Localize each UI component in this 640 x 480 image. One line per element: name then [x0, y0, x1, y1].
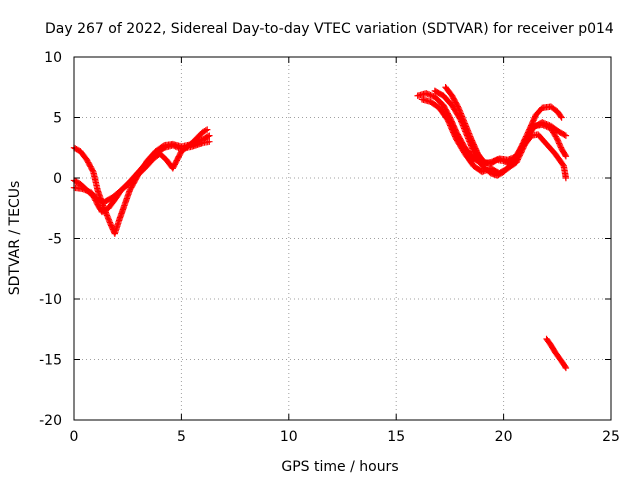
data-point [555, 138, 562, 146]
data-point [427, 91, 434, 99]
y-tick-label: 0 [53, 171, 62, 187]
y-tick-label: -10 [39, 292, 62, 308]
data-point [89, 167, 96, 174]
data-point [173, 143, 181, 151]
x-tick-label: 15 [387, 429, 405, 445]
data-point [108, 223, 115, 230]
data-point [558, 114, 565, 121]
y-tick-label: 10 [44, 50, 62, 66]
data-point [447, 123, 455, 131]
data-point [556, 141, 563, 149]
data-point [445, 118, 452, 125]
data-point [557, 142, 564, 150]
y-tick-labels: -20 -15 -10 -5 0 5 10 [39, 50, 62, 429]
x-tick-label: 10 [280, 429, 298, 445]
data-point [82, 186, 89, 194]
data-point [478, 168, 486, 176]
data-point [204, 133, 212, 140]
data-point [206, 132, 213, 139]
data-point [107, 222, 115, 229]
x-tick-label: 20 [495, 429, 513, 445]
series-arc-4 [414, 90, 570, 167]
x-tick-label: 25 [602, 429, 620, 445]
data-point [540, 122, 547, 129]
data-point [541, 122, 549, 130]
data-point [544, 123, 552, 131]
data-point [446, 120, 453, 128]
data-point [451, 133, 459, 140]
data-point [203, 126, 211, 133]
data-point [454, 103, 461, 110]
series-arc-1 [70, 132, 213, 237]
data-point [445, 119, 453, 126]
data-point [561, 131, 568, 139]
data-point [562, 153, 570, 160]
data-point [553, 134, 560, 142]
data-point [562, 132, 570, 139]
data-point [554, 137, 562, 144]
y-tick-label: 5 [53, 111, 62, 127]
data-point [449, 127, 456, 135]
data-point [450, 129, 457, 136]
data-point [447, 122, 454, 129]
x-axis-title: GPS time / hours [281, 459, 398, 475]
data-point [450, 130, 458, 137]
x-tick-label: 0 [70, 429, 79, 445]
series-arc-8 [543, 335, 570, 372]
x-tick-labels: 0 5 10 15 20 25 [70, 429, 620, 445]
data-point [107, 220, 114, 228]
y-tick-label: -20 [39, 413, 62, 429]
data-point [202, 127, 209, 134]
axis-ticks [73, 56, 612, 421]
data-point [557, 113, 564, 120]
data-point [169, 142, 177, 149]
series-arc-3 [70, 126, 211, 206]
data-point [451, 131, 458, 139]
data-point [554, 136, 561, 143]
data-point [448, 125, 455, 132]
data-point [80, 186, 88, 193]
data-point [561, 363, 569, 370]
data-point [79, 185, 86, 193]
y-tick-label: -5 [48, 232, 62, 248]
data-point [175, 144, 182, 151]
data-point [562, 174, 570, 182]
data-point [172, 143, 179, 150]
data-point [562, 364, 570, 372]
data-point [425, 91, 433, 98]
y-axis-title: SDTVAR / TECUs [7, 181, 23, 296]
data-point [171, 142, 178, 150]
data-point [539, 121, 546, 128]
series-arc-7 [442, 84, 570, 167]
x-tick-label: 5 [177, 429, 186, 445]
data-point [543, 123, 550, 130]
data-point [85, 188, 92, 195]
data-point [555, 140, 563, 147]
data-point [448, 126, 456, 133]
grid [74, 57, 611, 420]
data-point [424, 90, 431, 98]
data-point [423, 90, 430, 97]
chart-title: Day 267 of 2022, Sidereal Day-to-day VTE… [45, 21, 614, 37]
data-point [428, 92, 436, 99]
data-point [83, 187, 91, 194]
y-tick-label: -15 [39, 353, 62, 369]
data-point [444, 116, 451, 124]
data-point [561, 151, 569, 159]
data-point [206, 138, 213, 145]
data-points [70, 84, 570, 372]
